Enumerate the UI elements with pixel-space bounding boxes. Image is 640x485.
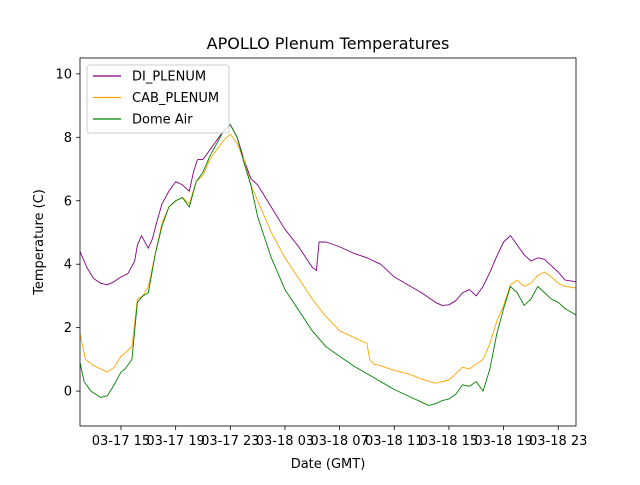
legend-label-cab-plenum: CAB_PLENUM — [132, 91, 219, 106]
x-tick-label: 03-18 11 — [365, 434, 423, 449]
y-axis-label: Temperature (C) — [32, 189, 47, 296]
y-tick-label: 8 — [64, 131, 72, 146]
y-tick-label: 0 — [64, 385, 72, 400]
legend-label-dome-air: Dome Air — [132, 113, 193, 128]
y-tick-label: 6 — [64, 194, 72, 209]
y-tick-label: 2 — [64, 321, 72, 336]
legend-frame — [86, 64, 230, 134]
series-line-di-plenum — [80, 124, 576, 306]
x-tick-label: 03-17 15 — [92, 434, 150, 449]
x-tick-label: 03-17 19 — [146, 434, 204, 449]
x-tick-label: 03-18 03 — [256, 434, 314, 449]
y-tick-label: 4 — [64, 258, 72, 273]
legend: DI_PLENUM CAB_PLENUM Dome Air — [86, 64, 230, 134]
series-line-cab-plenum — [80, 133, 576, 384]
x-tick-label: 03-17 23 — [201, 434, 259, 449]
y-tick-label: 10 — [55, 67, 72, 82]
series-group — [80, 124, 576, 406]
plot-frame — [79, 57, 577, 427]
chart-title: APOLLO Plenum Temperatures — [207, 34, 450, 53]
x-axis-label: Date (GMT) — [291, 457, 366, 472]
series-line-dome-air — [80, 124, 576, 406]
x-tick-label: 03-18 23 — [529, 434, 587, 449]
y-axis-ticks: 0 2 4 6 8 10 — [55, 67, 80, 400]
x-tick-label: 03-18 07 — [310, 434, 368, 449]
legend-label-di-plenum: DI_PLENUM — [132, 70, 206, 85]
x-tick-label: 03-18 15 — [420, 434, 478, 449]
x-tick-label: 03-18 19 — [474, 434, 532, 449]
legend-items: DI_PLENUM CAB_PLENUM Dome Air — [93, 70, 219, 128]
